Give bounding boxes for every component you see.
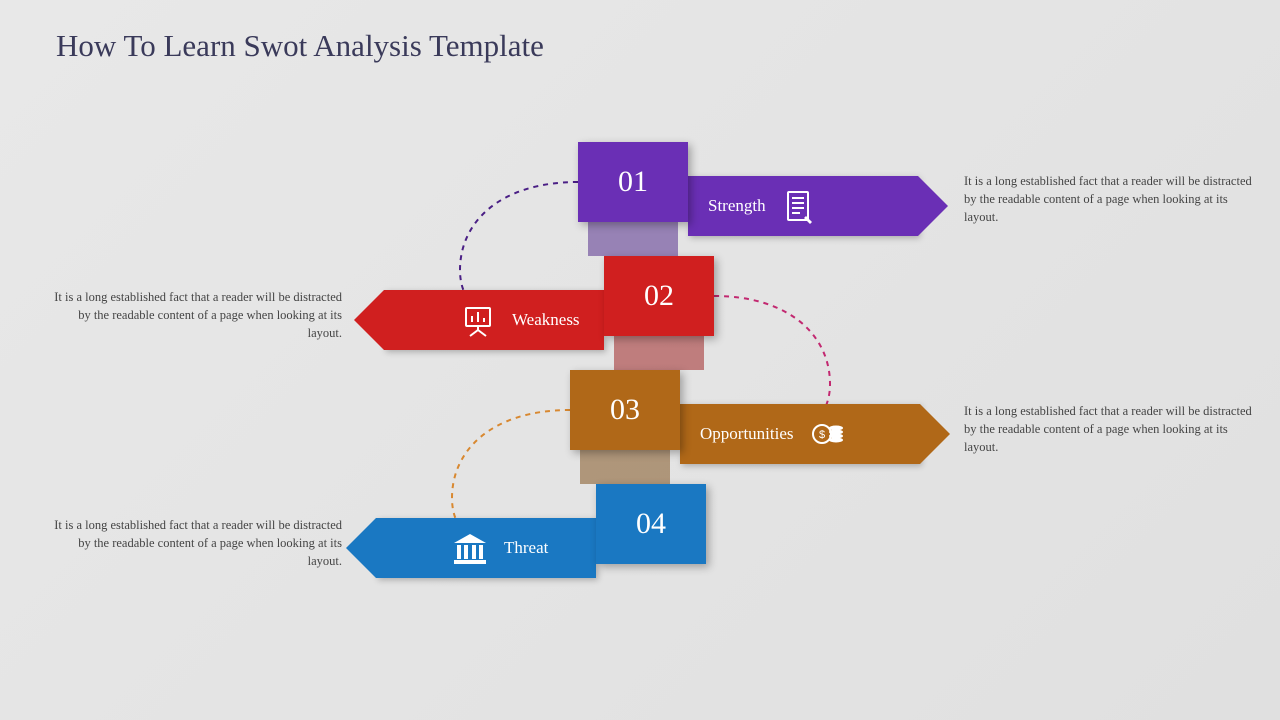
number-box-04: 04 [596, 484, 706, 564]
chart-easel-icon [458, 300, 498, 340]
shadow-03 [580, 450, 670, 484]
description-strength: It is a long established fact that a rea… [964, 172, 1264, 226]
money-icon: $ [808, 414, 848, 454]
shadow-02 [614, 336, 704, 370]
number-box-01: 01 [578, 142, 688, 222]
bank-icon [450, 528, 490, 568]
description-weakness: It is a long established fact that a rea… [42, 288, 342, 342]
description-opportunities: It is a long established fact that a rea… [964, 402, 1264, 456]
arrow-weakness: Weakness [384, 290, 604, 350]
label-opportunities: Opportunities [700, 424, 794, 444]
number-box-02: 02 [604, 256, 714, 336]
label-weakness: Weakness [512, 310, 580, 330]
document-icon [780, 186, 820, 226]
description-threat: It is a long established fact that a rea… [42, 516, 342, 570]
svg-text:$: $ [818, 429, 824, 441]
label-threat: Threat [504, 538, 548, 558]
arrow-threat: Threat [376, 518, 596, 578]
number-box-03: 03 [570, 370, 680, 450]
arrow-opportunities: Opportunities $ [680, 404, 920, 464]
shadow-01 [588, 222, 678, 256]
label-strength: Strength [708, 196, 766, 216]
diagram-canvas: 01 Strength It is a long established fact … [0, 0, 1280, 720]
arrow-strength: Strength [688, 176, 918, 236]
